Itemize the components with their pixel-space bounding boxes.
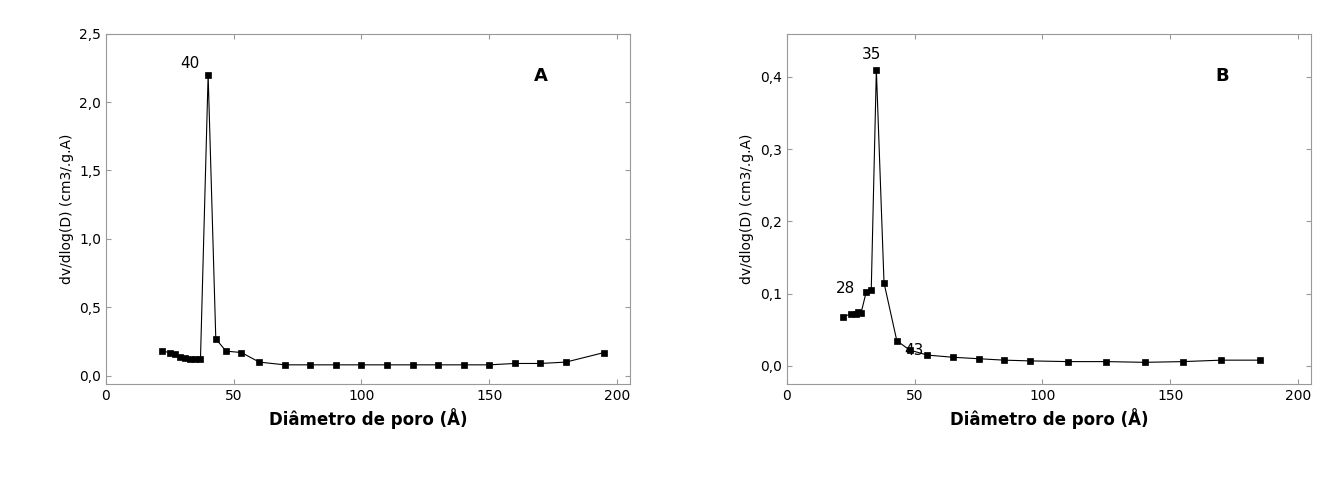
X-axis label: Diâmetro de poro (Å): Diâmetro de poro (Å) [269, 408, 467, 430]
X-axis label: Diâmetro de poro (Å): Diâmetro de poro (Å) [949, 408, 1148, 430]
Text: 40: 40 [180, 56, 200, 71]
Y-axis label: dv/dlog(D) (cm3/.g.A): dv/dlog(D) (cm3/.g.A) [60, 133, 74, 284]
Text: A: A [534, 67, 548, 84]
Y-axis label: dv/dlog(D) (cm3/.g.A): dv/dlog(D) (cm3/.g.A) [740, 133, 755, 284]
Text: B: B [1215, 67, 1229, 84]
Text: 28: 28 [835, 281, 855, 296]
Text: 35: 35 [862, 48, 880, 62]
Text: 43: 43 [904, 343, 924, 358]
